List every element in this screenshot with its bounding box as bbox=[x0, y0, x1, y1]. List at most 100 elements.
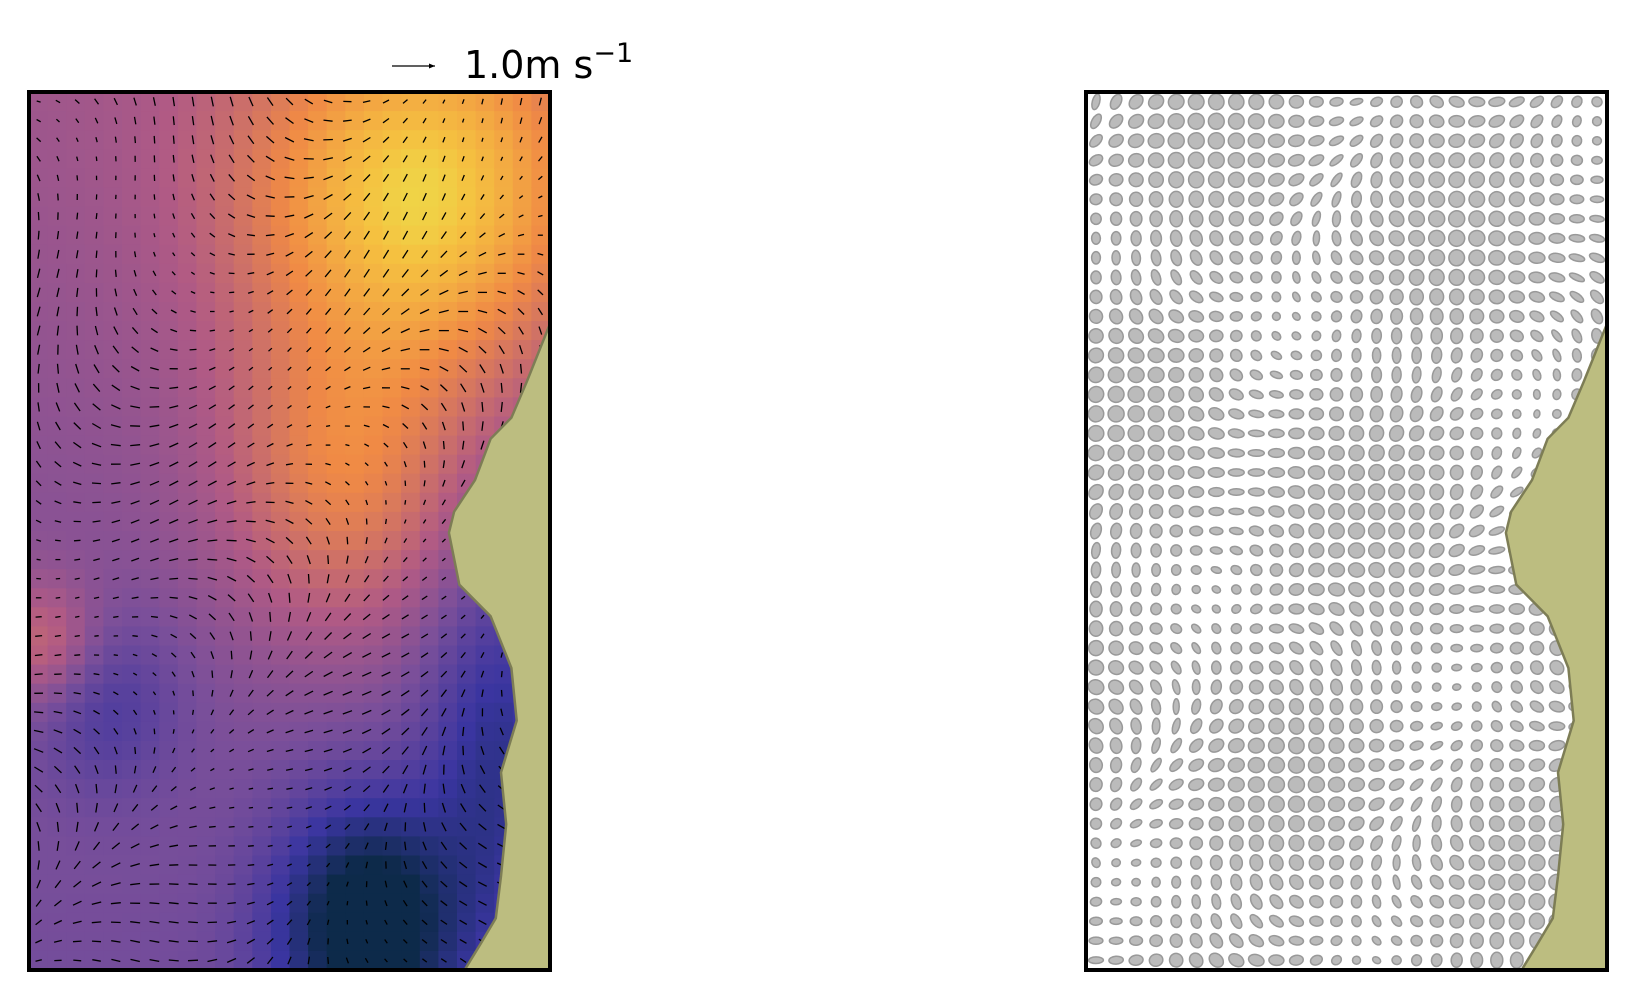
velocity-arrow bbox=[423, 802, 426, 813]
tidal-ellipse bbox=[1107, 660, 1125, 676]
velocity-arrow bbox=[76, 212, 79, 220]
velocity-arrow bbox=[189, 805, 197, 810]
velocity-arrow bbox=[323, 157, 334, 161]
velocity-arrow bbox=[73, 860, 81, 870]
velocity-arrow bbox=[478, 823, 487, 831]
tidal-ellipse bbox=[1210, 660, 1222, 675]
speed-cell bbox=[122, 282, 142, 303]
quiver-key-label: 1.0m s−1 bbox=[464, 38, 633, 87]
speed-cell bbox=[233, 741, 253, 761]
tidal-ellipse bbox=[1528, 290, 1546, 303]
velocity-arrow bbox=[169, 386, 179, 390]
velocity-arrow bbox=[265, 135, 275, 144]
velocity-arrow bbox=[246, 481, 256, 486]
speed-cell bbox=[326, 206, 346, 227]
tidal-ellipse bbox=[1409, 288, 1425, 306]
tidal-ellipse bbox=[1127, 133, 1145, 149]
tidal-ellipse bbox=[1330, 367, 1343, 382]
tidal-ellipse bbox=[1409, 915, 1424, 928]
speed-cell bbox=[103, 607, 123, 627]
tidal-ellipse bbox=[1271, 311, 1282, 322]
speed-cell bbox=[326, 359, 346, 379]
tidal-ellipse bbox=[1389, 797, 1404, 812]
velocity-arrow bbox=[191, 670, 195, 678]
tidal-ellipse bbox=[1409, 621, 1424, 636]
tidal-ellipse bbox=[1309, 954, 1324, 966]
velocity-arrow bbox=[323, 748, 333, 753]
speed-cell bbox=[457, 760, 477, 780]
speed-cell bbox=[159, 206, 179, 227]
speed-cell bbox=[419, 263, 439, 284]
speed-cell bbox=[196, 206, 216, 227]
tidal-ellipse bbox=[1347, 796, 1366, 812]
tidal-ellipse bbox=[1109, 756, 1123, 774]
tidal-ellipse bbox=[1309, 915, 1324, 927]
tidal-ellipse bbox=[1129, 210, 1143, 227]
speed-cell bbox=[512, 321, 532, 341]
velocity-arrow bbox=[305, 825, 312, 829]
velocity-arrow bbox=[421, 422, 428, 430]
speed-cell bbox=[233, 550, 253, 570]
speed-cell bbox=[140, 206, 160, 227]
speed-cell bbox=[47, 244, 67, 265]
tidal-ellipse bbox=[1532, 388, 1541, 400]
speed-cell bbox=[47, 454, 67, 475]
velocity-arrow bbox=[286, 882, 293, 887]
speed-cell bbox=[382, 187, 402, 208]
tidal-ellipse bbox=[1188, 367, 1204, 383]
speed-cell bbox=[326, 950, 346, 971]
tidal-ellipse bbox=[1147, 385, 1165, 403]
speed-cell bbox=[270, 569, 291, 589]
velocity-arrow bbox=[342, 748, 352, 753]
tidal-ellipse bbox=[1409, 95, 1424, 109]
velocity-arrow bbox=[325, 824, 332, 830]
velocity-arrow bbox=[169, 577, 179, 580]
tidal-ellipse bbox=[1109, 797, 1123, 811]
velocity-arrow bbox=[226, 957, 237, 963]
velocity-arrow bbox=[265, 519, 275, 524]
velocity-arrow bbox=[35, 634, 43, 637]
velocity-arrow bbox=[442, 783, 446, 794]
tidal-ellipse bbox=[1309, 678, 1324, 696]
velocity-arrow bbox=[191, 193, 195, 201]
speed-cell bbox=[159, 721, 179, 742]
velocity-arrow bbox=[56, 325, 60, 336]
speed-cell bbox=[159, 416, 179, 437]
tidal-ellipse bbox=[1172, 698, 1180, 716]
velocity-arrow bbox=[361, 671, 372, 677]
tidal-ellipse bbox=[1088, 620, 1104, 637]
speed-cell bbox=[233, 473, 253, 494]
velocity-arrow bbox=[247, 423, 255, 429]
velocity-arrow bbox=[500, 117, 504, 124]
speed-cell bbox=[196, 511, 216, 532]
tidal-ellipse bbox=[1549, 659, 1565, 676]
velocity-arrow bbox=[229, 631, 234, 641]
velocity-arrow bbox=[382, 268, 390, 278]
speed-cell bbox=[363, 511, 384, 532]
velocity-arrow bbox=[439, 384, 448, 392]
velocity-arrow bbox=[74, 783, 80, 794]
tidal-ellipse bbox=[1410, 385, 1423, 403]
speed-cell bbox=[159, 149, 179, 169]
speed-cell bbox=[363, 798, 384, 818]
tidal-ellipse bbox=[1189, 836, 1204, 851]
tidal-ellipse bbox=[1151, 563, 1162, 577]
velocity-arrow bbox=[441, 212, 447, 221]
speed-cell bbox=[177, 721, 198, 742]
speed-cell bbox=[122, 206, 142, 227]
tidal-ellipse bbox=[1128, 483, 1144, 501]
speed-cell bbox=[345, 378, 365, 398]
speed-cell bbox=[326, 664, 346, 685]
tidal-ellipse bbox=[1408, 502, 1425, 521]
speed-cell bbox=[363, 817, 384, 837]
speed-cell bbox=[122, 511, 142, 532]
speed-cell bbox=[475, 263, 495, 284]
velocity-arrow bbox=[403, 860, 408, 870]
tidal-ellipse bbox=[1430, 386, 1443, 403]
tidal-ellipse bbox=[1448, 604, 1465, 614]
velocity-arrow bbox=[151, 308, 158, 315]
speed-cell bbox=[122, 721, 142, 742]
velocity-arrow bbox=[112, 709, 119, 715]
speed-cell bbox=[215, 550, 235, 570]
velocity-arrow bbox=[286, 327, 293, 334]
